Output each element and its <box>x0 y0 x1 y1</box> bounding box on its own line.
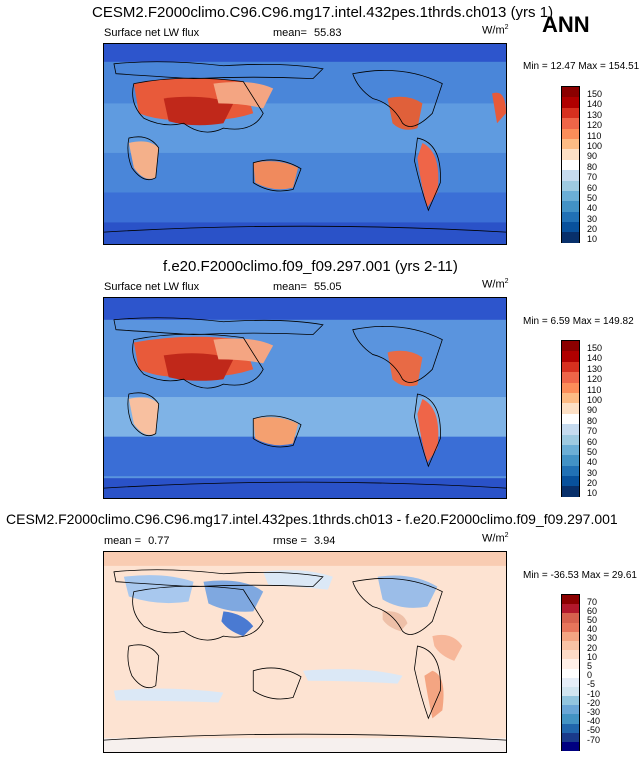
panel2-mean-label: mean= <box>273 281 307 293</box>
colorbar-tick-label: 120 <box>587 374 603 384</box>
colorbar-tick-label: 90 <box>587 405 598 415</box>
colorbar-tick-label: 150 <box>587 89 603 99</box>
panel3-minmax: Min = -36.53 Max = 29.61 <box>523 570 637 581</box>
colorbar-tick-label: -10 <box>587 689 601 699</box>
colorbar-tick-label: 5 <box>587 661 593 671</box>
colorbar-tick-label: 130 <box>587 110 603 120</box>
season-label: ANN <box>542 12 590 37</box>
panel2-units-text: W/m <box>482 278 505 291</box>
panel3-units-sup: 2 <box>504 532 509 539</box>
colorbar-tick-label: -50 <box>587 725 601 735</box>
panel2-title: f.e20.F2000climo.f09_f09.297.001 (yrs 2-… <box>163 258 458 275</box>
panel3-units-text: W/m <box>482 532 505 545</box>
colorbar-tick-label: 70 <box>587 426 598 436</box>
panel3-map <box>103 551 507 753</box>
colorbar-tick-label: 130 <box>587 364 603 374</box>
colorbar-tick-label: 90 <box>587 151 598 161</box>
panel1-mean-value: 55.83 <box>314 27 342 39</box>
panel1-units-sup: 2 <box>504 24 509 31</box>
panel3-mean-label: mean = <box>104 535 141 547</box>
panel3-title: CESM2.F2000climo.C96.C96.mg17.intel.432p… <box>6 511 618 527</box>
panel2-mean-value: 55.05 <box>314 281 342 293</box>
colorbar-tick-label: 30 <box>587 214 598 224</box>
colorbar-tick-label: 50 <box>587 615 598 625</box>
colorbar-tick-label: -40 <box>587 716 601 726</box>
colorbar-tick-label: 30 <box>587 468 598 478</box>
panel3-units: W/m2 <box>482 532 509 545</box>
panel2-units: W/m2 <box>482 278 509 291</box>
panel3-mean-value: 0.77 <box>148 535 170 547</box>
panel2-map <box>103 297 507 499</box>
panel1-minmax: Min = 12.47 Max = 154.51 <box>523 61 640 72</box>
panel3-mean: mean = 0.77 <box>104 535 169 547</box>
panel2-variable: Surface net LW flux <box>104 281 200 293</box>
panel1-units: W/m2 <box>482 24 509 37</box>
panel2-map-svg <box>104 298 506 498</box>
colorbar-tick-label: 60 <box>587 437 598 447</box>
panel1-mean-label: mean= <box>273 27 307 39</box>
colorbar-tick-label: -30 <box>587 707 601 717</box>
colorbar-tick-label: 20 <box>587 643 598 653</box>
colorbar-tick-label: 40 <box>587 457 598 467</box>
colorbar-tick-label: 80 <box>587 162 598 172</box>
colorbar-tick-label: 30 <box>587 633 598 643</box>
panel1-title: CESM2.F2000climo.C96.C96.mg17.intel.432p… <box>92 4 554 21</box>
panel2-mean: mean= 55.05 <box>273 281 342 293</box>
colorbar-tick-label: 70 <box>587 172 598 182</box>
colorbar-tick-label: 0 <box>587 670 593 680</box>
colorbar-tick-label: 10 <box>587 488 598 498</box>
panel1-map-svg <box>104 44 506 244</box>
colorbar-tick-label: 110 <box>587 131 602 141</box>
panel1-colorbar-labels: 150 140 130 120 110 100 90 80 70 60 50 4… <box>587 86 627 244</box>
colorbar-tick-label: 120 <box>587 120 603 130</box>
colorbar-tick-label: 70 <box>587 597 598 607</box>
panel3-colorbar <box>561 594 580 752</box>
panel2-minmax: Min = 6.59 Max = 149.82 <box>523 316 634 327</box>
panel2-units-sup: 2 <box>504 278 509 285</box>
panel2-colorbar-labels: 150 140 130 120 110 100 90 80 70 60 50 4… <box>587 340 627 498</box>
colorbar-tick-label: 110 <box>587 385 602 395</box>
colorbar-tick-label: 10 <box>587 234 598 244</box>
panel1-mean: mean= 55.83 <box>273 27 342 39</box>
colorbar-tick-label: -5 <box>587 679 596 689</box>
panel1-variable: Surface net LW flux <box>104 27 200 39</box>
panel3-rmse: rmse = 3.94 <box>273 535 335 547</box>
panel3-rmse-value: 3.94 <box>314 535 336 547</box>
colorbar-tick-label: -20 <box>587 698 601 708</box>
colorbar-tick-label: 50 <box>587 447 598 457</box>
colorbar-tick-label: 140 <box>587 99 603 109</box>
colorbar-tick-label: 100 <box>587 141 603 151</box>
panel1-colorbar <box>561 86 580 243</box>
colorbar-tick-label: 20 <box>587 224 598 234</box>
colorbar-tick-label: 60 <box>587 183 598 193</box>
colorbar-tick-label: 50 <box>587 193 598 203</box>
colorbar-tick-label: 40 <box>587 624 598 634</box>
panel2-colorbar <box>561 340 580 497</box>
colorbar-tick-label: -70 <box>587 735 601 745</box>
panel1-map <box>103 43 507 245</box>
colorbar-tick-label: 60 <box>587 606 598 616</box>
panel3-map-svg <box>104 552 506 752</box>
colorbar-tick-label: 10 <box>587 652 598 662</box>
panel1-units-text: W/m <box>482 24 505 37</box>
colorbar-tick-label: 150 <box>587 343 603 353</box>
panel3-rmse-label: rmse = <box>273 535 307 547</box>
colorbar-tick-label: 80 <box>587 416 598 426</box>
colorbar-tick-label: 100 <box>587 395 603 405</box>
colorbar-tick-label: 20 <box>587 478 598 488</box>
colorbar-tick-label: 140 <box>587 353 603 363</box>
panel3-colorbar-labels: 70 60 50 40 30 20 10 5 0 -5 -10 -20 -30 … <box>587 594 627 751</box>
colorbar-tick-label: 40 <box>587 203 598 213</box>
